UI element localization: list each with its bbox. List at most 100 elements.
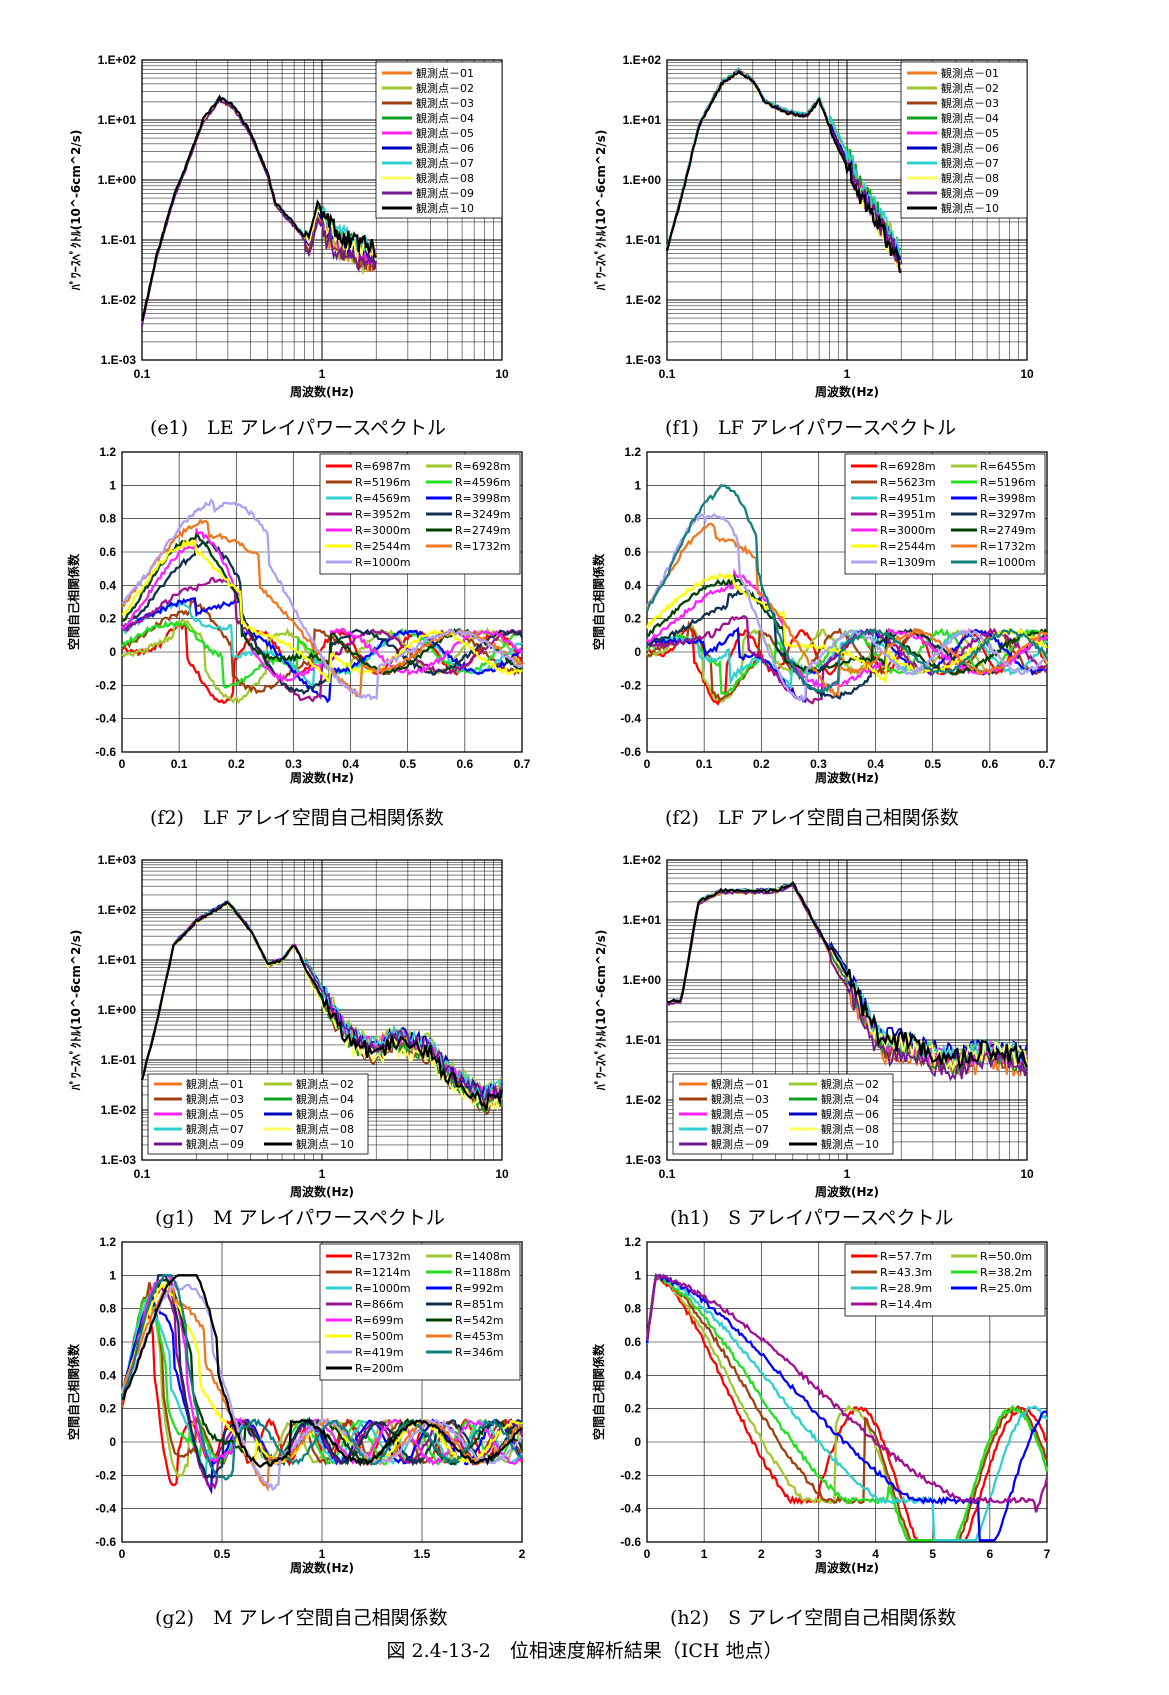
legend-label: R=6928m [880,460,936,473]
legend-label: 観測点－07 [941,156,999,170]
legend-label: R=2544m [355,540,411,553]
x-tick-label: 6 [987,1547,994,1561]
x-axis-label: 周波数(Hz) [290,384,354,399]
x-tick-label: 10 [1020,367,1034,381]
panel-g1: 1.E-03 1.E-02 1.E-01 1.E+00 1.E+01 1.E+02 1.E+… [60,840,580,1230]
series-line-4 [645,1272,1049,1542]
x-tick-label: 0.6 [457,757,474,771]
legend-label: R=866m [355,1298,404,1311]
legend-label: R=14.4m [880,1298,932,1311]
legend-label: R=992m [455,1282,504,1295]
x-tick-label: 10 [495,1167,509,1181]
y-tick-label: 1 [634,478,641,492]
y-tick-label: 1.E-01 [626,1033,662,1047]
legend-label: R=5196m [980,476,1036,489]
series-line-12 [121,1285,523,1493]
chart-e2: 0 0.1 0.2 0.3 0.4 0.5 0.6 0.7 -0.6 -0.4 -0.2 0 0.2 0.… [66,445,531,785]
y-tick-label: 0.6 [624,1335,641,1349]
y-tick-label: 0 [109,1435,116,1449]
y-axis-label: ﾊﾟﾜｰｽﾍﾟｸﾄﾙ(10^-6cm^2/s) [68,130,83,292]
legend-label: R=699m [355,1314,404,1327]
legend-label: 観測点－07 [711,1122,769,1136]
legend-label: R=2544m [880,540,936,553]
x-tick-label: 0.7 [514,757,531,771]
legend-label: 観測点－08 [821,1122,879,1136]
x-tick-label: 3 [815,1547,822,1561]
y-tick-label: -0.2 [620,678,641,692]
legend-label: R=1214m [355,1266,411,1279]
legend-label: 観測点－03 [941,96,999,110]
legend-label: R=3249m [455,508,511,521]
legend-label: R=1732m [455,540,511,553]
legend-label: R=3297m [980,508,1036,521]
legend-label: R=28.9m [880,1282,932,1295]
y-tick-label: 1.E-02 [101,293,137,307]
legend-label: 観測点－05 [416,126,474,140]
legend-label: R=1000m [355,556,411,569]
legend-label: 観測点－07 [186,1122,244,1136]
legend-label: 観測点－09 [711,1137,769,1151]
legend-label: R=50.0m [980,1250,1032,1263]
legend-label: R=3951m [880,508,936,521]
legend-label: 観測点－01 [416,66,474,80]
x-tick-label: 0.6 [982,757,999,771]
legend-label: 観測点－04 [416,111,474,125]
legend-label: 観測点－03 [711,1092,769,1106]
x-tick-label: 5 [929,1547,936,1561]
y-tick-label: 1.2 [99,445,116,459]
y-tick-label: 1.E+01 [623,113,662,127]
legend [147,1073,369,1155]
y-tick-label: -0.4 [620,1502,641,1516]
legend-label: 観測点－08 [296,1122,354,1136]
series-line-6 [121,596,523,704]
series-line-13 [121,498,523,701]
legend-label: R=542m [455,1314,504,1327]
panel-f1: 1.E-03 1.E-02 1.E-01 1.E+00 1.E+01 1.E+02 0.1 1… [585,40,1105,430]
y-tick-label: 1.E-03 [626,1153,662,1167]
series-line-10 [646,574,1048,676]
y-tick-label: 1.E+00 [623,973,662,987]
chart-f1: 1.E-03 1.E-02 1.E-01 1.E+00 1.E+01 1.E+02 0.1 1… [593,53,1034,399]
panel-e2: 0 0.1 0.2 0.3 0.4 0.5 0.6 0.7 -0.6 -0.4 -0.2 0 0.2 0.… [60,440,580,810]
y-tick-label: 1.E-03 [101,353,137,367]
legend-label: R=1000m [355,1282,411,1295]
series-line-12 [645,522,1048,698]
x-axis-label: 周波数(Hz) [815,1560,879,1575]
legend-label: 観測点－10 [416,201,474,215]
legend-label: 観測点－01 [711,1077,769,1091]
y-tick-label: -0.4 [95,712,116,726]
x-axis-label: 周波数(Hz) [815,1184,879,1199]
y-tick-label: 0.8 [99,512,116,526]
x-tick-label: 1 [319,1167,326,1181]
y-tick-label: 1.2 [99,1235,116,1249]
y-tick-label: 1.E+00 [98,173,137,187]
y-tick-label: 1.E+02 [623,853,662,867]
y-tick-label: 1.E+00 [623,173,662,187]
caption-h2: (h2) S アレイ空間自己相関係数 [670,1607,957,1629]
legend [319,1243,521,1381]
x-tick-label: 0.5 [399,757,416,771]
x-tick-label: 0 [119,1547,126,1561]
legend-label: 観測点－05 [941,126,999,140]
x-tick-label: 0.3 [285,757,302,771]
y-tick-label: 0 [634,645,641,659]
y-axis-label: 空間自己相関係数 [66,1343,81,1440]
x-tick-label: 2 [519,1547,526,1561]
x-axis-label: 周波数(Hz) [290,770,354,785]
panel-g2: 0 0.5 1 1.5 2 -0.6 -0.4 -0.2 0 0.2 0.4 0.6 0.8 1 1.2 周波… [60,1230,580,1610]
y-tick-label: 1.E+02 [98,903,137,917]
x-tick-label: 0 [644,757,651,771]
chart-g1: 1.E-03 1.E-02 1.E-01 1.E+00 1.E+01 1.E+02 1.E+… [68,853,509,1199]
legend-label: R=5196m [355,476,411,489]
y-tick-label: 0.6 [99,1335,116,1349]
legend-label: 観測点－10 [296,1137,354,1151]
series-line-10 [140,94,377,322]
y-axis-label: ﾊﾟﾜｰｽﾍﾟｸﾄﾙ(10^-6cm^2/s) [593,130,608,292]
legend [844,1243,1046,1317]
series-line-15 [121,1274,523,1469]
legend-label: 観測点－09 [416,186,474,200]
y-tick-label: -0.2 [95,1468,116,1482]
legend-label: R=1000m [980,556,1036,569]
legend-label: 観測点－06 [941,141,999,155]
series-line-7 [645,1273,1049,1513]
